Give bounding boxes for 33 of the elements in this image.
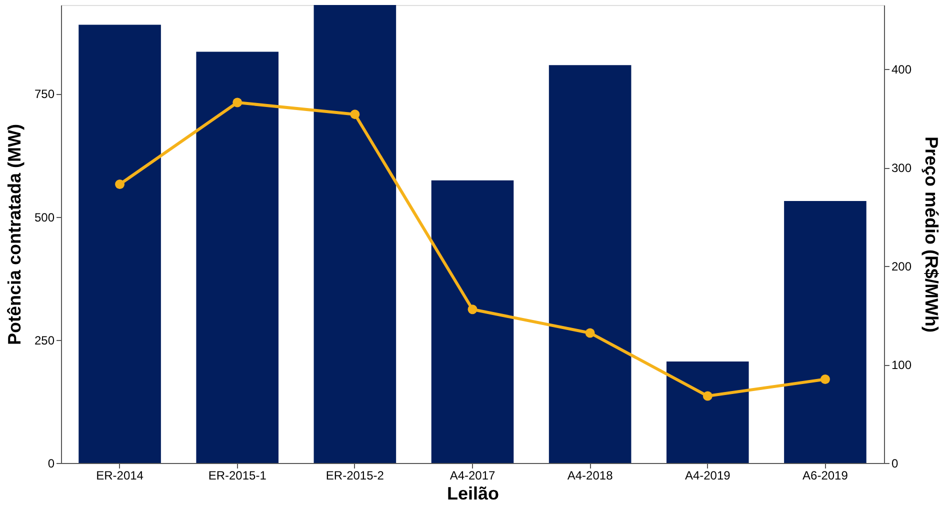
x-tick-label: A4-2018 xyxy=(567,468,614,482)
x-tick-label: ER-2015-2 xyxy=(326,468,384,482)
y2-tick-label: 400 xyxy=(892,62,912,77)
y-tick-label: 0 xyxy=(48,456,55,470)
point xyxy=(820,374,830,384)
x-axis-title: Leilão xyxy=(446,484,500,504)
x-tick-label: A4-2019 xyxy=(684,468,731,482)
x-tick-label: ER-2014 xyxy=(96,468,144,482)
y2-tick-label: 200 xyxy=(892,260,912,274)
y-axis-title: Potência contratada (MW) xyxy=(4,124,24,346)
point xyxy=(702,391,712,401)
x-tick-label: A6-2019 xyxy=(802,468,848,482)
point xyxy=(468,304,478,314)
x-tick-label: ER-2015-1 xyxy=(208,468,267,482)
x-tick-label: A4-2017 xyxy=(450,468,496,482)
bar xyxy=(78,24,161,463)
point xyxy=(585,328,595,338)
point xyxy=(232,98,242,108)
bar xyxy=(666,362,749,463)
y2-tick-label: 0 xyxy=(892,456,898,470)
point xyxy=(350,110,360,120)
y2-axis-title: Preço médio (R$/MWh) xyxy=(922,136,942,333)
point xyxy=(115,180,125,189)
y2-tick-label: 300 xyxy=(892,161,912,176)
bar xyxy=(431,180,514,463)
bar xyxy=(196,52,279,463)
bar xyxy=(548,65,632,463)
bar xyxy=(784,201,866,463)
y2-tick-label: 100 xyxy=(892,358,912,372)
y-tick-label: 250 xyxy=(34,333,55,348)
y-tick-label: 500 xyxy=(34,210,55,224)
y-tick-label: 750 xyxy=(34,87,55,102)
bar xyxy=(314,5,396,463)
